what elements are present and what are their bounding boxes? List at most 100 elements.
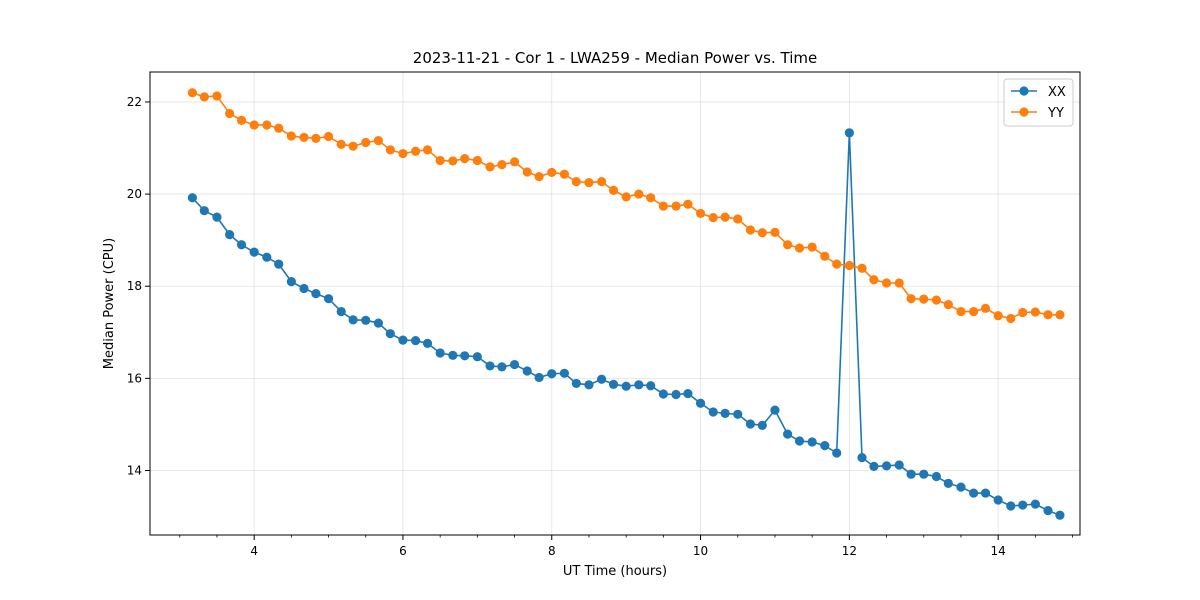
data-point-xx [559, 368, 570, 378]
data-point-yy [547, 167, 557, 178]
axis-ticks: 4 6 8 10 12 14 14 16 18 20 22 [127, 95, 1073, 558]
y-tick-label: 16 [127, 371, 142, 385]
data-point-yy [733, 214, 743, 224]
data-point-xx [584, 380, 594, 390]
data-point-yy [807, 242, 817, 252]
data-point-xx [411, 335, 421, 346]
data-point-xx [931, 471, 942, 482]
data-point-xx [757, 420, 767, 430]
data-point-xx [373, 318, 384, 328]
data-point-xx [385, 329, 395, 339]
data-point-xx [299, 283, 309, 294]
data-point-xx [497, 362, 507, 372]
data-point-xx [435, 348, 445, 358]
data-point-xx [509, 359, 520, 370]
data-point-yy [559, 169, 570, 179]
data-point-yy [448, 156, 458, 166]
data-point-yy [646, 193, 656, 203]
data-point-xx [274, 259, 284, 269]
data-point-yy [956, 306, 966, 317]
y-tick-label: 20 [127, 187, 142, 201]
data-point-yy [671, 201, 681, 211]
data-point-yy [509, 157, 520, 167]
data-point-yy [621, 192, 631, 202]
data-point-xx [571, 378, 581, 389]
y-axis-label: Median Power (CPU) [102, 238, 117, 369]
data-point-xx [547, 369, 557, 379]
data-point-yy [757, 228, 767, 238]
data-point-yy [844, 260, 854, 271]
data-point-xx [398, 335, 408, 345]
data-point-yy [411, 146, 421, 156]
data-point-xx [187, 193, 198, 203]
data-point-xx [1043, 505, 1053, 516]
data-point-yy [720, 212, 730, 222]
data-point-xx [460, 351, 470, 361]
data-point-yy [943, 300, 953, 310]
legend-marker-yy [1019, 107, 1029, 117]
data-point-yy [857, 263, 867, 273]
data-point-yy [634, 189, 644, 199]
data-point-xx [894, 460, 904, 470]
data-point-xx [212, 212, 222, 222]
data-point-yy [1018, 307, 1028, 318]
data-point-xx [323, 294, 334, 304]
data-point-xx [225, 230, 235, 240]
data-point-yy [460, 154, 470, 164]
data-point-xx [361, 315, 371, 325]
data-point-yy [323, 131, 334, 142]
data-point-xx [1018, 500, 1028, 510]
x-tick-label: 4 [250, 544, 258, 558]
data-point-yy [348, 141, 358, 151]
data-point-xx [956, 482, 966, 492]
x-tick-label: 12 [842, 544, 857, 558]
data-point-yy [708, 212, 718, 223]
data-point-xx [199, 206, 209, 216]
data-point-yy [695, 208, 706, 219]
y-tick-label: 22 [127, 95, 142, 109]
y-tick-label: 18 [127, 279, 142, 293]
data-point-yy [993, 311, 1003, 321]
data-point-yy [286, 131, 296, 141]
data-point-xx [422, 338, 433, 348]
data-point-yy [262, 120, 272, 130]
data-point-xx [783, 429, 793, 439]
data-point-yy [497, 160, 507, 170]
data-point-xx [348, 315, 358, 325]
data-point-xx [980, 488, 991, 498]
data-point-xx [522, 366, 532, 376]
data-point-yy [236, 115, 247, 125]
data-point-yy [745, 225, 756, 235]
data-point-xx [448, 350, 458, 360]
series-layer [187, 88, 1065, 520]
data-point-yy [1043, 310, 1053, 320]
data-point-xx [634, 380, 644, 390]
data-point-xx [1030, 499, 1040, 509]
plot-frame [149, 71, 1081, 536]
data-point-yy [534, 171, 544, 182]
data-point-xx [969, 488, 979, 498]
data-point-xx [881, 461, 892, 471]
x-tick-label: 6 [399, 544, 407, 558]
data-point-xx [286, 277, 296, 287]
chart-title: 2023-11-21 - Cor 1 - LWA259 - Median Pow… [413, 49, 817, 67]
grid-lines [150, 72, 1080, 535]
data-point-xx [820, 441, 830, 451]
data-point-yy [608, 185, 619, 195]
x-tick-label: 14 [991, 544, 1006, 558]
data-point-xx [534, 372, 544, 383]
y-tick-label: 14 [127, 464, 142, 478]
data-point-xx [857, 453, 867, 463]
data-point-xx [621, 381, 631, 391]
data-point-yy [658, 201, 668, 211]
data-point-yy [385, 145, 395, 155]
data-point-yy [361, 137, 371, 148]
data-point-yy [398, 148, 408, 159]
data-point-yy [969, 306, 979, 317]
data-point-yy [783, 240, 793, 250]
data-point-xx [262, 252, 272, 262]
data-point-yy [336, 139, 346, 149]
data-point-yy [373, 136, 384, 146]
data-point-xx [608, 379, 619, 389]
